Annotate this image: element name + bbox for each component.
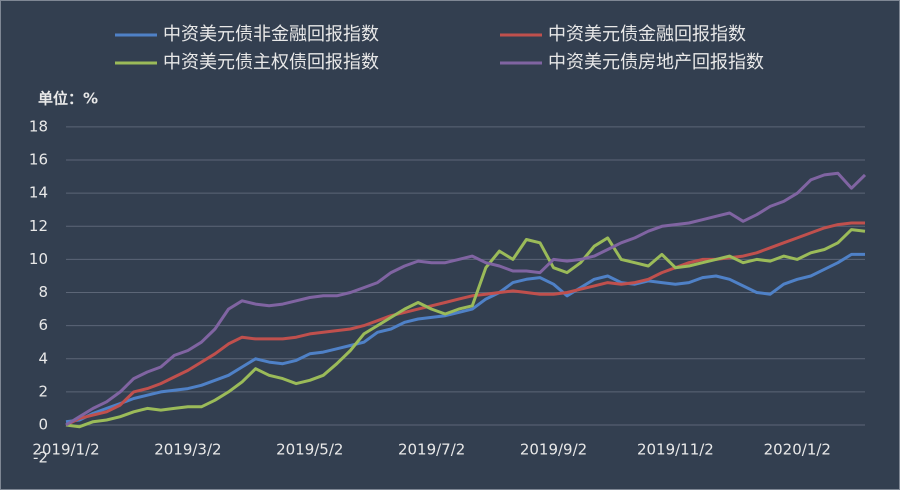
x-tick-label: 2019/9/2 [520, 441, 587, 459]
y-tick-label: 12 [29, 217, 48, 235]
legend-label: 中资美元债主权债回报指数 [163, 52, 379, 73]
y-tick-label: 0 [38, 416, 48, 434]
y-tick-label: 14 [29, 184, 48, 202]
series-line [65, 228, 866, 429]
x-tick-label: 2020/1/2 [764, 441, 831, 459]
y-tick-label: 16 [29, 151, 48, 169]
y-unit-label: 单位：% [38, 90, 98, 108]
y-tick-label: 6 [38, 316, 48, 334]
x-tick-label: 2019/7/2 [398, 441, 465, 459]
y-tick-label: 18 [29, 117, 48, 135]
x-tick-label: 2019/1/2 [32, 441, 99, 459]
legend-label: 中资美元债房地产回报指数 [548, 52, 764, 73]
x-tick-label: 2019/3/2 [154, 441, 221, 459]
y-tick-label: -2 [33, 449, 48, 467]
x-tick-label: 2019/5/2 [276, 441, 343, 459]
x-tick-label: 2019/11/2 [637, 441, 714, 459]
y-tick-label: 4 [38, 349, 48, 367]
legend-label: 中资美元债非金融回报指数 [163, 24, 379, 45]
y-tick-label: 2 [38, 382, 48, 400]
y-tick-label: 8 [38, 283, 48, 301]
series-line [65, 171, 867, 427]
legend-label: 中资美元债金融回报指数 [548, 24, 746, 45]
series-line [65, 252, 865, 424]
y-tick-label: 10 [29, 250, 48, 268]
